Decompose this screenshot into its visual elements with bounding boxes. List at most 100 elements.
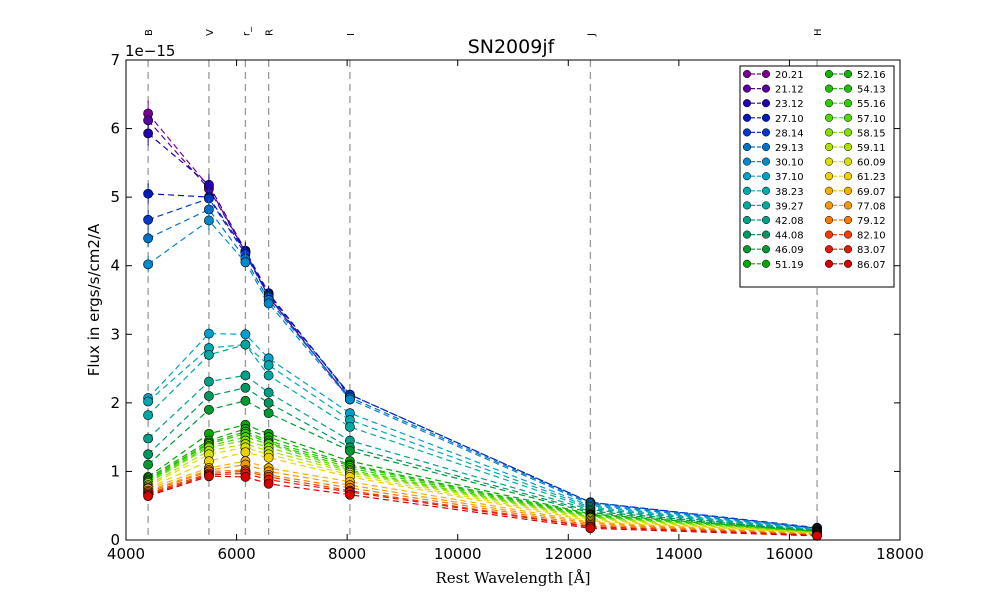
series-line [147,113,351,400]
legend-label: 57.10 [857,114,886,125]
legend-marker [742,230,752,239]
legend-item: 54.13 [824,84,886,96]
band-label: J [586,33,597,37]
legend-marker [761,99,771,108]
legend-item: 60.09 [824,157,886,169]
legend-marker [843,230,853,239]
legend-item: 59.11 [824,142,886,154]
data-point [204,471,214,482]
legend-marker [843,201,853,210]
y-tick-label: 1 [110,462,120,480]
band-label: r_ [241,26,252,36]
legend-item: 52.16 [824,69,886,81]
legend-marker [843,142,853,152]
data-point [345,421,355,432]
band-label: B [144,29,155,36]
legend-label: 37.10 [775,172,804,183]
legend-item: 42.08 [742,215,804,227]
data-point [143,491,154,502]
legend-label: 79.12 [857,216,886,227]
data-point [204,376,214,387]
legend-marker [742,259,752,268]
legend-marker [761,172,771,181]
legend-marker [824,128,834,137]
legend-marker [824,157,834,166]
y-scale-offset: 1e−15 [125,42,175,60]
y-tick-label: 2 [110,394,120,412]
legend-marker [761,215,771,225]
data-point [240,472,251,482]
legend-item: 86.07 [824,259,886,271]
data-point [263,452,274,463]
legend-item: 83.07 [824,245,886,256]
band-label: I [346,33,357,36]
legend-label: 52.16 [857,70,886,81]
data-point [143,214,154,225]
legend-item: 57.10 [824,113,886,125]
data-point [240,370,251,381]
legend-item: 46.09 [742,245,804,256]
data-point [345,394,355,405]
legend-marker [742,128,752,137]
data-point [143,433,154,444]
legend-label: 39.27 [775,201,804,212]
legend-marker [761,113,771,122]
legend-marker [761,259,771,268]
legend-label: 82.10 [857,231,886,242]
data-point [240,339,251,350]
legend-marker [843,84,853,93]
data-point [263,360,274,371]
legend-marker [761,69,771,79]
legend-marker [843,245,853,254]
x-axis-label: Rest Wavelength [Å] [435,569,590,587]
data-point [204,349,214,360]
legend-item: 79.12 [824,215,886,227]
legend-item: 82.10 [824,230,886,242]
x-tick-label: 18000 [876,545,924,563]
data-point [585,523,596,534]
series-86.07 [143,471,822,541]
band-label: V [205,29,216,36]
legend-label: 60.09 [857,158,886,169]
data-point [812,530,822,541]
legend-marker [742,157,752,166]
data-point [263,478,274,489]
data-point [240,447,251,458]
legend-label: 20.21 [775,70,804,81]
y-tick-label: 7 [110,51,120,69]
legend-item: 44.08 [742,230,804,242]
legend-marker [742,201,752,210]
data-point [263,387,274,398]
legend-item: 51.19 [742,259,804,271]
band-label: R [265,29,276,36]
data-point [240,382,251,393]
plot-frame [125,59,901,541]
y-tick-label: 5 [110,188,120,206]
legend-label: 23.12 [775,99,804,110]
legend-label: 30.10 [775,158,804,169]
legend-marker [761,186,771,195]
legend-label: 42.08 [775,216,804,227]
legend-marker [843,259,853,268]
data-point [240,257,251,268]
x-tick-label: 14000 [655,545,703,563]
legend-marker [761,142,771,152]
legend-marker [824,69,834,79]
chart-title: SN2009jf [468,36,556,58]
y-axis-label: Flux in ergs/s/cm2/A [85,223,103,376]
legend-marker [742,245,752,254]
y-tick-label: 3 [110,325,120,343]
legend-label: 54.13 [857,85,886,96]
legend-marker [824,230,834,239]
legend-marker [824,99,834,108]
legend-label: 29.13 [775,143,804,154]
legend-item: 23.12 [742,99,804,110]
x-tick-label: 10000 [434,545,482,563]
legend-item: 77.08 [824,201,886,212]
legend-label: 38.23 [775,187,804,198]
data-point [263,397,274,408]
data-point [345,489,355,500]
legend-label: 83.07 [857,245,886,256]
legend-marker [843,113,853,122]
data-point [204,404,214,415]
